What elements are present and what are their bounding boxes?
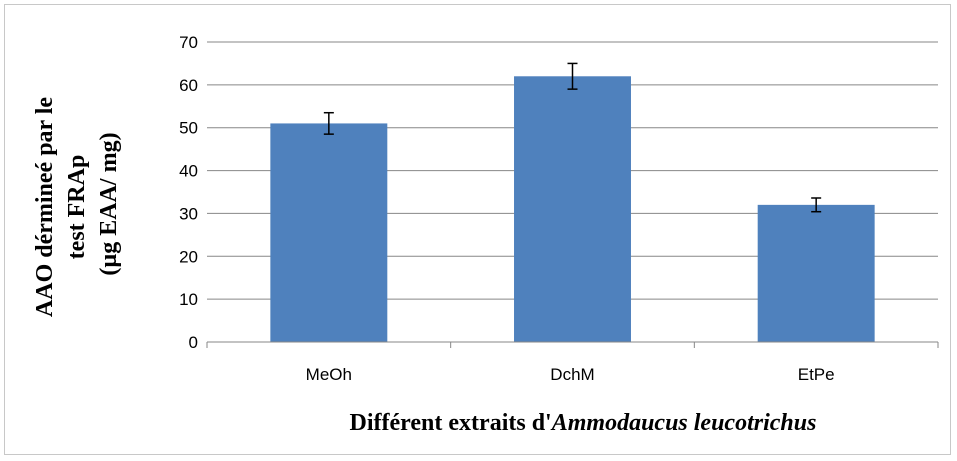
x-axis-label-species: Ammodaucus leucotrichus <box>550 410 817 436</box>
y-tick-label: 40 <box>179 162 198 181</box>
x-tick-label: MeOh <box>306 365 352 384</box>
error-bar <box>811 197 822 213</box>
error-bars <box>323 62 822 213</box>
y-axis-ticks: 0 10 20 30 40 50 60 70 <box>179 33 198 352</box>
y-tick-label: 70 <box>179 33 198 52</box>
x-tick-label: EtPe <box>798 365 835 384</box>
y-tick-label: 20 <box>179 247 198 266</box>
y-axis-label: AAO dérmineé par le test FRAp (µg EAA/ m… <box>32 91 122 317</box>
y-tick-label: 0 <box>189 333 198 352</box>
bars <box>270 76 875 343</box>
x-axis-label-prefix: Différent extraits d' <box>350 410 552 436</box>
y-tick-label: 50 <box>179 119 198 138</box>
y-tick-label: 60 <box>179 76 198 95</box>
bar <box>757 204 875 342</box>
y-tick-label: 10 <box>179 290 198 309</box>
error-bar <box>323 111 334 135</box>
x-axis-label: Différent extraits d'Ammodaucus leucotri… <box>350 410 817 436</box>
x-tick-label: DchM <box>550 365 594 384</box>
x-axis-ticks: MeOh DchM EtPe <box>306 365 835 384</box>
x-axis <box>206 341 939 348</box>
error-bar <box>567 62 578 90</box>
bar <box>514 76 631 343</box>
y-axis-label-line-2: test FRAp <box>64 155 90 260</box>
bar <box>270 123 388 342</box>
y-axis-label-line-1: AAO dérmineé par le <box>32 97 58 318</box>
y-axis-label-line-3: (µg EAA/ mg) <box>96 132 122 275</box>
y-tick-label: 30 <box>179 204 198 223</box>
